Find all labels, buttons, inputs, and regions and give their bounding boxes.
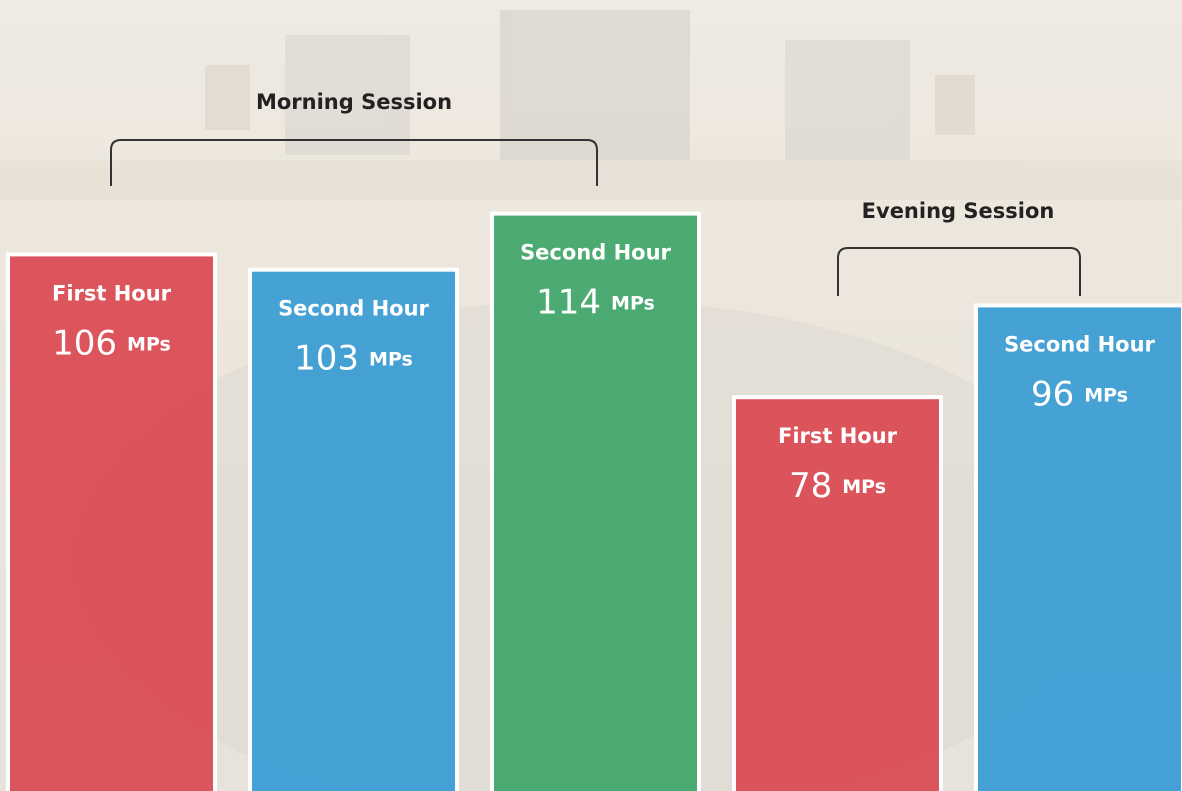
value-number: 78: [789, 466, 832, 506]
chart: First Hour 106 MPs Second Hour 103 MPs Second …: [0, 0, 1182, 791]
value-unit: MPs: [369, 348, 413, 370]
category-label: Second Hour: [278, 297, 429, 321]
page: First Hour 106 MPs Second Hour 103 MPs Second …: [0, 0, 1182, 791]
bar: [734, 397, 941, 791]
annotation: Evening Session: [862, 199, 1055, 223]
category-label: Second Hour: [1004, 332, 1155, 356]
value-unit: MPs: [1084, 384, 1128, 406]
value-number: 96: [1031, 374, 1074, 414]
value-number: 114: [536, 282, 601, 322]
bar: [976, 305, 1182, 791]
category-label: First Hour: [778, 424, 898, 448]
category-label: Second Hour: [520, 241, 671, 265]
value-unit: MPs: [842, 476, 886, 498]
category-label: First Hour: [52, 281, 172, 305]
value-unit: MPs: [127, 333, 171, 355]
value-number: 103: [294, 338, 359, 378]
annotation: Morning Session: [256, 90, 452, 114]
value-unit: MPs: [611, 292, 655, 314]
value-number: 106: [52, 323, 117, 363]
